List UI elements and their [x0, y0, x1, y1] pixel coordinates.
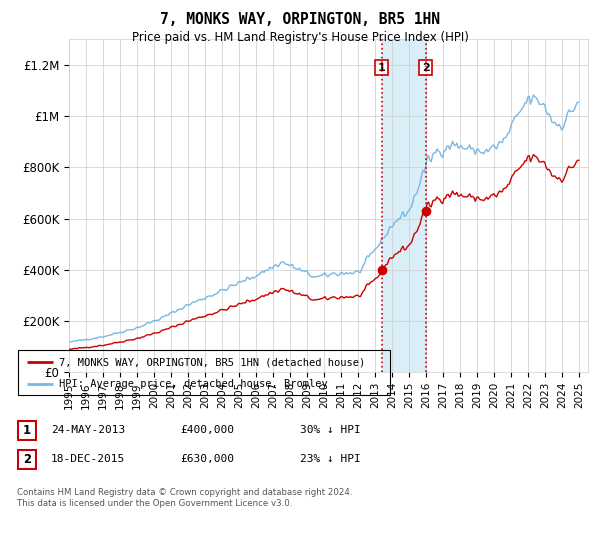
Text: 2: 2: [23, 452, 31, 466]
Text: Price paid vs. HM Land Registry's House Price Index (HPI): Price paid vs. HM Land Registry's House …: [131, 31, 469, 44]
Text: HPI: Average price, detached house, Bromley: HPI: Average price, detached house, Brom…: [59, 379, 328, 389]
Text: £630,000: £630,000: [180, 454, 234, 464]
Bar: [382, 39, 425, 372]
Text: Contains HM Land Registry data © Crown copyright and database right 2024.
This d: Contains HM Land Registry data © Crown c…: [17, 488, 352, 508]
Text: 23% ↓ HPI: 23% ↓ HPI: [300, 454, 361, 464]
Text: 2: 2: [422, 63, 430, 73]
Text: 7, MONKS WAY, ORPINGTON, BR5 1HN (detached house): 7, MONKS WAY, ORPINGTON, BR5 1HN (detach…: [59, 357, 365, 367]
Text: 1: 1: [378, 63, 386, 73]
Text: 30% ↓ HPI: 30% ↓ HPI: [300, 425, 361, 435]
Text: 7, MONKS WAY, ORPINGTON, BR5 1HN: 7, MONKS WAY, ORPINGTON, BR5 1HN: [160, 12, 440, 27]
Text: 18-DEC-2015: 18-DEC-2015: [51, 454, 125, 464]
Text: 1: 1: [23, 423, 31, 437]
Text: £400,000: £400,000: [180, 425, 234, 435]
Text: 24-MAY-2013: 24-MAY-2013: [51, 425, 125, 435]
